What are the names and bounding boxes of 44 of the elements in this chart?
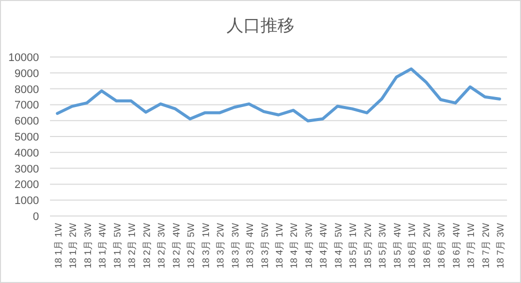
x-tick-label: 18 3月 3W xyxy=(230,222,242,268)
y-tick-label: 10000 xyxy=(8,52,39,64)
chart-title: 人口推移 xyxy=(226,16,294,35)
x-tick-label: 18 4月 5W xyxy=(333,222,344,268)
x-tick-label: 18 2月 5W xyxy=(186,222,198,268)
x-tick-label: 18 6月 2W xyxy=(422,222,433,268)
y-tick-label: 9000 xyxy=(14,68,39,80)
y-tick-label: 1000 xyxy=(14,195,39,208)
x-tick-label: 18 3月 5W xyxy=(260,222,271,268)
x-tick-label: 18 3月 4W xyxy=(245,222,256,268)
x-tick-label: 18 2月 2W xyxy=(142,222,153,268)
x-tick-label: 18 1月 1W xyxy=(53,222,64,268)
x-tick-label: 18 2月 3W xyxy=(156,222,168,268)
y-tick-label: 5000 xyxy=(14,132,39,144)
x-tick-label: 18 1月 3W xyxy=(82,222,94,268)
x-tick-label: 18 5月 1W xyxy=(348,222,360,268)
y-tick-label: 2000 xyxy=(14,179,39,192)
x-tick-label: 18 6月 4W xyxy=(451,222,462,268)
x-tick-label: 18 4月 4W xyxy=(318,222,330,268)
x-tick-label: 18 5月 4W xyxy=(392,222,404,268)
x-tick-label: 18 3月 2W xyxy=(216,222,227,268)
x-tick-label: 18 1月 5W xyxy=(112,222,124,268)
y-tick-label: 3000 xyxy=(14,163,39,176)
x-tick-label: 18 2月 1W xyxy=(127,222,138,268)
x-tick-label: 18 3月 1W xyxy=(200,222,212,268)
x-tick-label: 18 7月 1W xyxy=(466,222,478,268)
x-tick-label: 18 4月 1W xyxy=(274,222,286,268)
y-tick-label: 8000 xyxy=(14,84,39,96)
y-tick-label: 6000 xyxy=(14,116,39,128)
x-tick-label: 18 7月 3W xyxy=(496,222,507,268)
line-series xyxy=(56,67,502,122)
x-tick-label: 18 6月 3W xyxy=(436,222,448,268)
x-tick-label: 18 4月 3W xyxy=(304,222,315,268)
y-tick-label: 7000 xyxy=(14,100,39,112)
x-tick-label: 18 7月 2W xyxy=(480,222,492,268)
y-tick-label: 4000 xyxy=(14,147,39,160)
x-tick-label: 18 5月 3W xyxy=(378,222,389,268)
x-tick-label: 18 2月 4W xyxy=(171,222,182,268)
x-tick-label: 18 1月 2W xyxy=(68,222,80,268)
x-tick-label: 18 4月 2W xyxy=(289,222,300,268)
x-tick-label: 18 6月 1W xyxy=(407,222,418,268)
x-tick-label: 18 1月 4W xyxy=(98,222,109,268)
x-tick-label: 18 5月 2W xyxy=(362,222,374,268)
y-tick-label: 0 xyxy=(32,211,39,223)
